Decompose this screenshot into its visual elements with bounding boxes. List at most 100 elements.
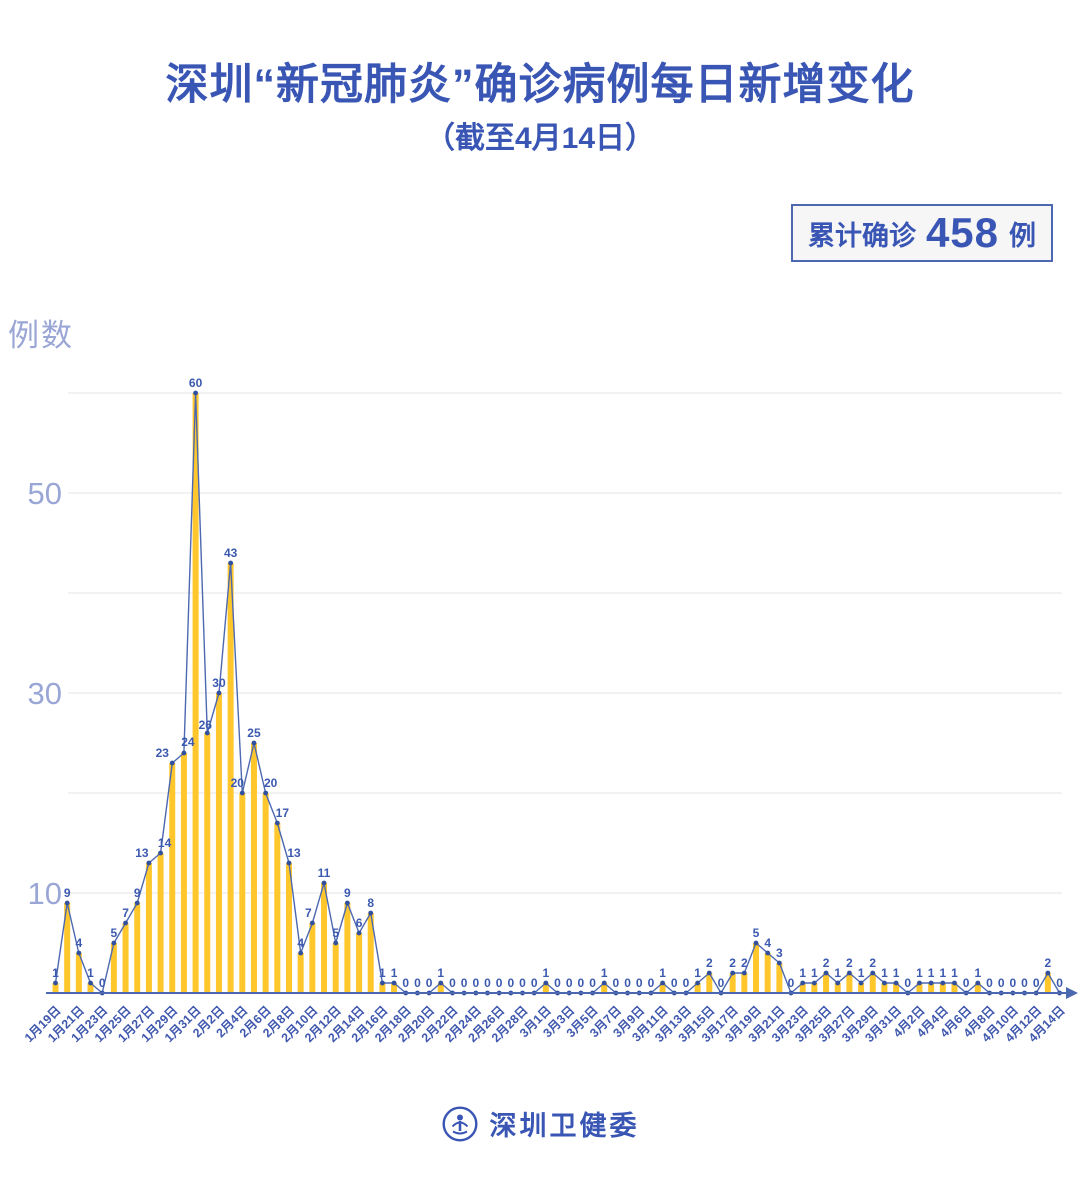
value-label: 2 [869, 956, 876, 970]
data-point [917, 980, 922, 986]
bar [858, 983, 865, 993]
bar [75, 953, 82, 993]
bar [729, 973, 736, 993]
data-point [158, 850, 163, 856]
gridlines [68, 392, 1062, 894]
bar [52, 983, 59, 993]
value-label: 2 [1045, 956, 1052, 970]
data-point [391, 980, 397, 986]
bar [262, 793, 269, 993]
value-label: 0 [788, 976, 795, 990]
bar [928, 983, 935, 993]
value-label: 2 [706, 956, 713, 970]
value-label: 3 [776, 946, 783, 960]
value-label: 5 [332, 926, 339, 940]
data-point [274, 820, 280, 826]
y-tick-label: 50 [28, 476, 62, 511]
y-tick-label: 10 [28, 876, 62, 911]
value-label: 0 [507, 976, 514, 990]
value-label: 9 [134, 886, 141, 900]
value-label: 0 [589, 976, 596, 990]
bar [881, 983, 888, 993]
page-subtitle: （截至4月14日） [424, 122, 656, 155]
value-label: 0 [461, 976, 468, 990]
value-label: 17 [276, 806, 290, 820]
value-label: 1 [893, 966, 900, 980]
data-point [263, 790, 269, 796]
value-label: 0 [963, 976, 970, 990]
bar [823, 973, 830, 993]
value-label: 1 [881, 966, 888, 980]
bar [297, 953, 304, 993]
bar [192, 393, 199, 993]
value-label: 1 [916, 966, 923, 980]
x-axis [46, 987, 1078, 999]
data-point [251, 740, 257, 746]
data-point [543, 980, 549, 986]
value-label: 0 [1010, 976, 1017, 990]
bar [916, 983, 923, 993]
value-label: 2 [729, 956, 736, 970]
value-label: 0 [683, 976, 690, 990]
value-label: 0 [998, 976, 1005, 990]
footer: 深圳卫健委 [0, 1104, 1080, 1143]
data-point [181, 750, 187, 756]
data-point [169, 760, 175, 766]
data-point [111, 940, 117, 946]
value-label: 9 [64, 886, 71, 900]
bar [250, 743, 257, 993]
value-label: 30 [212, 676, 226, 690]
value-label: 7 [305, 906, 312, 920]
value-label: 0 [648, 976, 655, 990]
bar [356, 933, 363, 993]
bar [286, 863, 292, 993]
data-point [741, 970, 747, 976]
badge-unit-label: 例 [1009, 220, 1037, 251]
data-point [228, 560, 234, 566]
value-label: 5 [753, 926, 760, 940]
value-label: 0 [496, 976, 503, 990]
value-label: 0 [671, 976, 678, 990]
data-point [438, 980, 444, 986]
value-labels: 1941057913142324602630432025201713471159… [52, 376, 1063, 990]
value-label: 1 [939, 966, 946, 980]
data-point [835, 980, 841, 986]
value-label: 0 [904, 976, 911, 990]
bar [227, 563, 234, 993]
bar [215, 693, 222, 993]
value-label: 4 [76, 936, 83, 950]
data-point [368, 910, 374, 916]
data-point [298, 950, 304, 956]
bar [110, 943, 117, 993]
bar [134, 903, 141, 993]
value-label: 0 [613, 976, 620, 990]
value-label: 8 [367, 896, 374, 910]
value-label: 0 [426, 976, 433, 990]
data-point [940, 980, 946, 986]
value-label: 1 [694, 966, 701, 980]
value-label: 0 [636, 976, 643, 990]
data-point [706, 970, 712, 976]
badge-total-value: 458 [925, 209, 1000, 256]
y-tick-label: 30 [28, 676, 62, 711]
bar [309, 923, 316, 993]
data-point [601, 980, 607, 986]
value-label: 1 [659, 966, 666, 980]
page-title: 深圳“新冠肺炎”确诊病例每日新增变化 [165, 61, 915, 109]
bar [391, 983, 398, 993]
data-point [123, 920, 128, 926]
bar [169, 763, 176, 993]
x-tick-labels: 1月19日1月21日1月23日1月25日1月27日1月29日1月31日2月2日2… [22, 1003, 1068, 1045]
bar [87, 983, 94, 993]
data-point [823, 970, 829, 976]
value-label: 0 [554, 976, 561, 990]
bar [601, 983, 608, 993]
data-point [811, 980, 817, 986]
data-point [239, 790, 245, 796]
value-label: 1 [52, 966, 59, 980]
data-point [309, 920, 315, 926]
bar [764, 953, 771, 993]
data-point [975, 980, 981, 986]
data-point [344, 900, 350, 906]
value-label: 0 [1056, 976, 1063, 990]
